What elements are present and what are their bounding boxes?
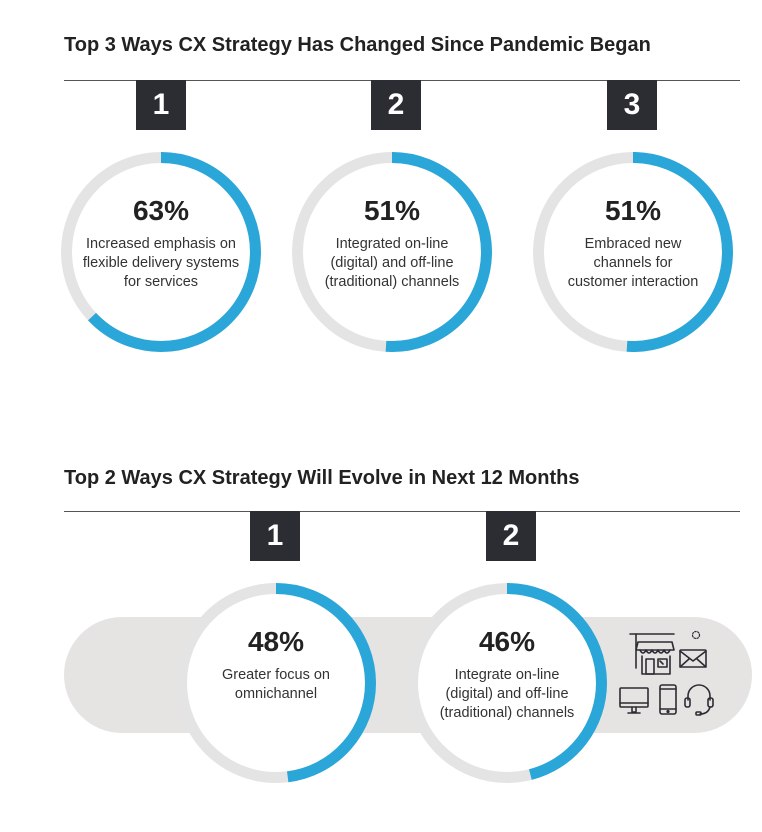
smartphone-icon (659, 684, 677, 715)
envelope-icon (679, 649, 707, 668)
donut-percent-label: 51% (363, 195, 421, 226)
headset-icon (684, 684, 714, 716)
donut-description: Integrated on-line (digital) and off-lin… (324, 236, 460, 290)
donut-description: Greater focus on omnichannel (222, 667, 330, 702)
donut-value-arc (533, 152, 733, 352)
desktop-monitor-icon (619, 687, 649, 714)
section2-title: Top 2 Ways CX Strategy Will Evolve in Ne… (64, 467, 580, 489)
donut-ring (292, 152, 492, 352)
donut-value-arc (61, 152, 261, 352)
loading-dots-icon (691, 630, 701, 640)
donut-chart-3: 51% Embraced new channels for customer i… (533, 152, 733, 352)
donut-ring (176, 583, 376, 783)
donut-chart-2: 51% Integrated on-line (digital) and off… (292, 152, 492, 352)
donut-value-arc (176, 583, 376, 783)
section1-title: Top 3 Ways CX Strategy Has Changed Since… (64, 34, 651, 56)
donut-description: Embraced new channels for customer inter… (567, 236, 699, 290)
donut-ring (533, 152, 733, 352)
donut-percent-label: 51% (604, 195, 662, 226)
donut-chart-4: 48% Greater focus on omnichannel (176, 583, 376, 783)
donut-description: Integrate on-line (digital) and off-line… (439, 667, 575, 721)
rank-badge-2: 2 (486, 511, 536, 561)
donut-percent-label: 63% (132, 195, 190, 226)
donut-description: Increased emphasis on flexible delivery … (82, 236, 240, 290)
donut-ring (61, 152, 261, 352)
rank-badge-3: 3 (607, 80, 657, 130)
donut-value-arc (292, 152, 492, 352)
donut-ring (407, 583, 607, 783)
rank-badge-1: 1 (136, 80, 186, 130)
rank-badge-1: 1 (250, 511, 300, 561)
channel-icons (616, 626, 720, 722)
donut-chart-1: 63% Increased emphasis on flexible deliv… (61, 152, 261, 352)
donut-value-arc (407, 583, 607, 783)
donut-chart-5: 46% Integrate on-line (digital) and off-… (407, 583, 607, 783)
section2-divider (64, 511, 740, 512)
donut-percent-label: 48% (247, 626, 305, 657)
storefront-icon (629, 633, 675, 675)
rank-badge-2: 2 (371, 80, 421, 130)
donut-percent-label: 46% (478, 626, 536, 657)
